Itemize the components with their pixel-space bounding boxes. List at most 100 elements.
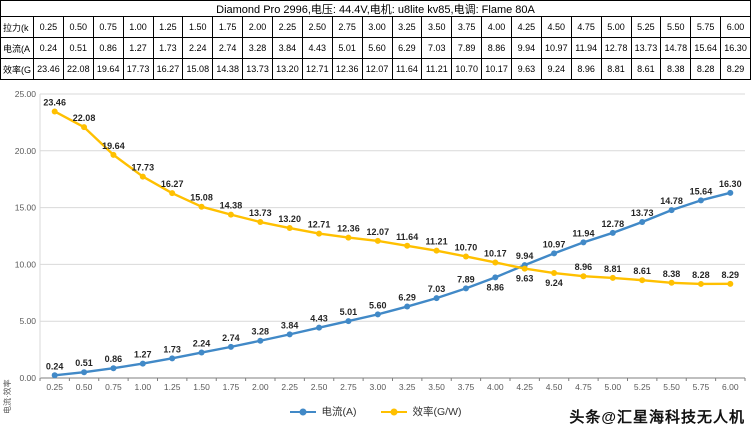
series-marker bbox=[580, 239, 587, 246]
table-cell[interactable]: 2.74 bbox=[213, 38, 244, 59]
table-cell[interactable]: 3.00 bbox=[362, 17, 393, 38]
table-cell[interactable]: 6.00 bbox=[721, 17, 751, 38]
series-marker bbox=[139, 360, 146, 367]
table-cell[interactable]: 19.64 bbox=[93, 59, 124, 80]
table-cell[interactable]: 4.43 bbox=[302, 38, 333, 59]
table-cell[interactable]: 3.75 bbox=[452, 17, 483, 38]
table-cell[interactable]: 4.50 bbox=[541, 17, 572, 38]
table-cell[interactable]: 16.27 bbox=[153, 59, 184, 80]
table-cell[interactable]: 4.00 bbox=[482, 17, 512, 38]
row-header-cell[interactable]: 效率(G bbox=[0, 59, 34, 80]
table-cell[interactable]: 1.25 bbox=[153, 17, 184, 38]
table-cell[interactable]: 8.38 bbox=[661, 59, 692, 80]
table-cell[interactable]: 8.81 bbox=[601, 59, 632, 80]
table-cell[interactable]: 0.51 bbox=[63, 38, 94, 59]
y-tick-label: 10.00 bbox=[15, 259, 37, 269]
chart-area[interactable]: 0.00 5.00 10.00 15.00 20.00 25.00 0.25 0.50 0.75… bbox=[0, 80, 751, 441]
table-row: 拉力(k 0.25 0.50 0.75 1.00 1.25 1.50 1.75 2.00 2.25… bbox=[0, 17, 751, 38]
series-marker bbox=[286, 225, 293, 232]
table-cell[interactable]: 5.50 bbox=[661, 17, 692, 38]
series-marker bbox=[492, 274, 499, 281]
legend-marker-efficiency-icon bbox=[380, 410, 407, 413]
table-cell[interactable]: 12.07 bbox=[362, 59, 393, 80]
table-cell[interactable]: 0.24 bbox=[34, 38, 64, 59]
series-marker bbox=[110, 365, 117, 372]
x-tick-label: 6.00 bbox=[722, 382, 739, 392]
table-cell[interactable]: 8.86 bbox=[482, 38, 512, 59]
table-cell[interactable]: 8.28 bbox=[691, 59, 722, 80]
table-cell[interactable]: 7.89 bbox=[452, 38, 483, 59]
table-cell[interactable]: 5.01 bbox=[332, 38, 363, 59]
table-cell[interactable]: 4.25 bbox=[512, 17, 542, 38]
table-cell[interactable]: 16.30 bbox=[721, 38, 751, 59]
table-cell[interactable]: 2.00 bbox=[243, 17, 273, 38]
table-cell[interactable]: 10.70 bbox=[452, 59, 483, 80]
table-cell[interactable]: 6.29 bbox=[392, 38, 423, 59]
legend-item-efficiency[interactable]: 效率(G/W) bbox=[380, 404, 462, 419]
series-marker bbox=[169, 355, 176, 362]
table-cell[interactable]: 15.08 bbox=[183, 59, 214, 80]
table-cell[interactable]: 13.73 bbox=[243, 59, 273, 80]
table-cell[interactable]: 3.84 bbox=[273, 38, 303, 59]
table-cell[interactable]: 13.73 bbox=[631, 38, 662, 59]
table-cell[interactable]: 0.25 bbox=[34, 17, 64, 38]
table-cell[interactable]: 9.63 bbox=[512, 59, 542, 80]
table-cell[interactable]: 3.25 bbox=[392, 17, 423, 38]
table-cell[interactable]: 3.50 bbox=[422, 17, 453, 38]
table-cell[interactable]: 23.46 bbox=[34, 59, 64, 80]
table-cell[interactable]: 3.28 bbox=[243, 38, 273, 59]
table-cell[interactable]: 22.08 bbox=[63, 59, 94, 80]
data-label: 8.28 bbox=[692, 270, 710, 280]
table-cell[interactable]: 1.50 bbox=[183, 17, 214, 38]
table-cell[interactable]: 15.64 bbox=[691, 38, 722, 59]
table-cell[interactable]: 2.75 bbox=[332, 17, 363, 38]
series-marker bbox=[462, 285, 469, 292]
table-cell[interactable]: 11.94 bbox=[571, 38, 602, 59]
row-header-cell[interactable]: 拉力(k bbox=[0, 17, 34, 38]
table-cell[interactable]: 1.73 bbox=[153, 38, 184, 59]
table-cell[interactable]: 4.75 bbox=[571, 17, 602, 38]
table-cell[interactable]: 5.60 bbox=[362, 38, 393, 59]
table-cell[interactable]: 8.61 bbox=[631, 59, 662, 80]
x-tick-label: 3.00 bbox=[370, 382, 387, 392]
table-cell[interactable]: 0.50 bbox=[63, 17, 94, 38]
table-cell[interactable]: 2.24 bbox=[183, 38, 214, 59]
chart-svg: 0.00 5.00 10.00 15.00 20.00 25.00 0.25 0.50 0.75… bbox=[15, 89, 746, 392]
table-cell[interactable]: 5.75 bbox=[691, 17, 722, 38]
table-cell[interactable]: 12.78 bbox=[601, 38, 632, 59]
table-cell[interactable]: 9.94 bbox=[512, 38, 542, 59]
table-cell[interactable]: 5.00 bbox=[601, 17, 632, 38]
table-cell[interactable]: 14.78 bbox=[661, 38, 692, 59]
table-cell[interactable]: 1.75 bbox=[213, 17, 244, 38]
row-header-cell[interactable]: 电流(A bbox=[0, 38, 34, 59]
table-cell[interactable]: 12.36 bbox=[332, 59, 363, 80]
table-cell[interactable]: 9.24 bbox=[541, 59, 572, 80]
table-cell[interactable]: 17.73 bbox=[123, 59, 154, 80]
table-cell[interactable]: 10.17 bbox=[482, 59, 512, 80]
table-cell[interactable]: 7.03 bbox=[422, 38, 453, 59]
table-cell[interactable]: 0.86 bbox=[93, 38, 124, 59]
table-cell[interactable]: 13.20 bbox=[273, 59, 303, 80]
legend-item-current[interactable]: 电流(A) bbox=[289, 404, 357, 419]
table-cell[interactable]: 0.75 bbox=[93, 17, 124, 38]
table-cell[interactable]: 1.00 bbox=[123, 17, 154, 38]
table-cell[interactable]: 14.38 bbox=[213, 59, 244, 80]
series-marker bbox=[81, 369, 88, 376]
data-label: 8.96 bbox=[575, 262, 593, 272]
table-cell[interactable]: 11.64 bbox=[392, 59, 423, 80]
table-cell[interactable]: 1.27 bbox=[123, 38, 154, 59]
table-cell[interactable]: 10.97 bbox=[541, 38, 572, 59]
data-label: 5.60 bbox=[369, 300, 387, 310]
series-marker bbox=[404, 242, 411, 249]
series-marker bbox=[345, 234, 352, 241]
series-marker bbox=[51, 108, 58, 115]
series-marker bbox=[227, 211, 234, 218]
table-cell[interactable]: 2.50 bbox=[302, 17, 333, 38]
table-cell[interactable]: 2.25 bbox=[273, 17, 303, 38]
table-cell[interactable]: 5.25 bbox=[631, 17, 662, 38]
data-label: 19.64 bbox=[102, 141, 125, 151]
table-cell[interactable]: 12.71 bbox=[302, 59, 333, 80]
table-cell[interactable]: 8.96 bbox=[571, 59, 602, 80]
table-cell[interactable]: 11.21 bbox=[422, 59, 453, 80]
table-cell[interactable]: 8.29 bbox=[721, 59, 751, 80]
